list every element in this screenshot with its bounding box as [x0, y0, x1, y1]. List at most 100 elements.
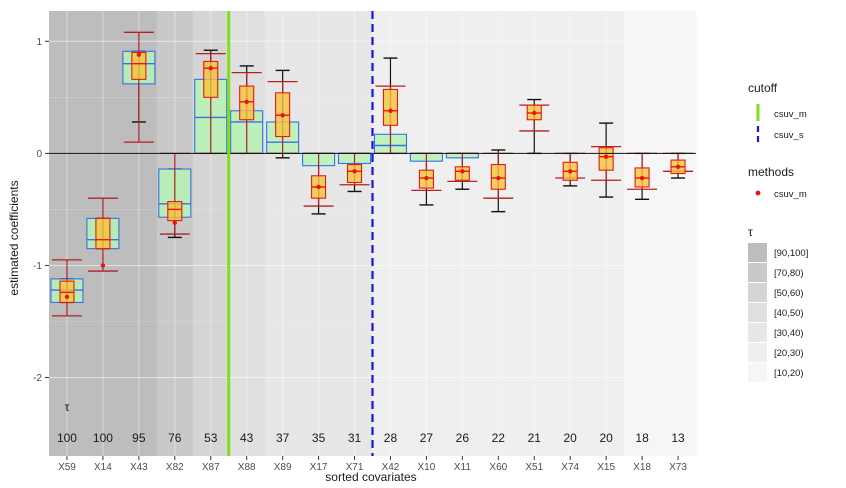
x-tick-label: X87 [202, 462, 220, 473]
csuv-point [64, 294, 70, 300]
csuv-point [136, 52, 142, 57]
x-tick-label: X11 [454, 462, 471, 473]
tau-value-label: 43 [240, 431, 254, 445]
tau-band [49, 11, 86, 456]
tau-value-label: 18 [635, 431, 649, 445]
y-tick-label: -1 [33, 261, 42, 272]
tau-value-label: 28 [384, 431, 398, 445]
legend-label-tau: [10,20) [774, 368, 804, 379]
y-axis-title: estimated coefficients [7, 180, 21, 295]
boxplots [49, 31, 696, 317]
tau-value-label: 20 [599, 431, 613, 445]
csuv-point [424, 175, 429, 181]
x-tick-label: X15 [597, 462, 615, 473]
legend-key-tau [748, 343, 767, 362]
x-axis-title: sorted covariates [325, 470, 416, 484]
legend-title-tau: τ [748, 225, 753, 239]
csuv-point [172, 220, 178, 226]
csuv-box [131, 51, 147, 80]
csuv-point [388, 108, 393, 113]
tau-value-label: 53 [204, 431, 218, 445]
tau-band [660, 11, 697, 456]
tau-value-label: 31 [348, 431, 362, 445]
tau-value-label: 21 [528, 431, 542, 445]
csuv-point [352, 169, 357, 174]
csuv-point [496, 175, 501, 181]
legend-title-cutoff: cutoff [748, 81, 778, 95]
x-tick-label: X88 [238, 462, 256, 473]
tau-value-label: 76 [168, 431, 182, 445]
legend-label-tau: [90,100] [774, 248, 808, 259]
x-tick-label: X17 [310, 462, 328, 473]
tau-bands [49, 11, 697, 456]
tau-band [552, 11, 589, 456]
legend-label-tau: [40,50) [774, 308, 804, 319]
csuv-point [100, 263, 106, 268]
csuv-point [208, 65, 213, 71]
csuv-point [639, 175, 645, 181]
legend-key-tau [748, 303, 767, 322]
tau-value-label: 13 [671, 431, 685, 445]
tau-row-label: τ [65, 400, 70, 414]
legend-label-tau: [70,80) [774, 268, 804, 279]
csuv-point [675, 164, 681, 170]
csuv-box [167, 201, 183, 222]
tau-labels: 100 100 95 76 53 43 37 35 31 28 27 26 22 21 20 20 18 13 [57, 431, 685, 445]
y-tick-label: 1 [36, 37, 42, 48]
x-tick-label: X60 [489, 462, 507, 473]
x-tick-label: X89 [274, 462, 292, 473]
legend-key-tau [748, 363, 767, 382]
tau-value-label: 100 [93, 431, 113, 445]
csuv-point [244, 99, 249, 104]
tau-value-label: 26 [456, 431, 470, 445]
axes: -2 -1 0 1 X59 X14 X43 X82 X87 X88 X89 X17 X71 X42 X10 X… [33, 37, 687, 473]
csuv-point [316, 184, 321, 190]
x-tick-label: X71 [346, 462, 364, 473]
csuv-box [203, 60, 219, 98]
x-tick-label: X14 [94, 462, 112, 473]
tau-value-label: 100 [57, 431, 77, 445]
x-tick-label: X82 [166, 462, 184, 473]
legend-key-tau [748, 243, 767, 262]
tau-band [300, 11, 338, 456]
tau-value-label: 37 [276, 431, 290, 445]
csuv-box [598, 147, 614, 171]
legend-key-tau [748, 263, 767, 282]
csuv-box [382, 88, 399, 126]
csuv-point [532, 110, 537, 116]
cutoff-lines [227, 11, 374, 456]
x-tick-label: X42 [382, 462, 400, 473]
tau-band [336, 11, 373, 456]
x-tick-label: X59 [58, 462, 76, 473]
tau-value-label: 22 [492, 431, 506, 445]
tau-band [624, 11, 661, 456]
csuv-point [280, 113, 285, 118]
csuv-box [454, 166, 470, 181]
csuv-point [567, 169, 573, 174]
tau-band [408, 11, 445, 456]
legend-label-method: csuv_m [774, 189, 807, 200]
csuv-point [460, 169, 465, 174]
x-tick-label: X18 [633, 462, 651, 473]
tau-value-label: 35 [312, 431, 326, 445]
csuv-box [346, 164, 363, 184]
csuv-box [95, 217, 111, 250]
x-tick-label: X74 [561, 462, 579, 473]
tau-value-label: 27 [420, 431, 434, 445]
y-tick-label: -2 [33, 373, 42, 384]
tau-band [588, 11, 625, 456]
csuv-point [603, 154, 609, 159]
legend-key-tau [748, 283, 767, 302]
x-tick-label: X73 [669, 462, 687, 473]
legend-label-tau: [20,30) [774, 348, 804, 359]
tau-band [516, 11, 553, 456]
legend-title-methods: methods [748, 165, 794, 179]
x-tick-label: X51 [525, 462, 543, 473]
legend-label-tau: [50,60) [774, 288, 804, 299]
x-tick-label: X43 [130, 462, 148, 473]
legend-key-method [755, 190, 761, 196]
tau-value-label: 95 [132, 431, 146, 445]
legend-label-tau: [30,40) [774, 328, 804, 339]
